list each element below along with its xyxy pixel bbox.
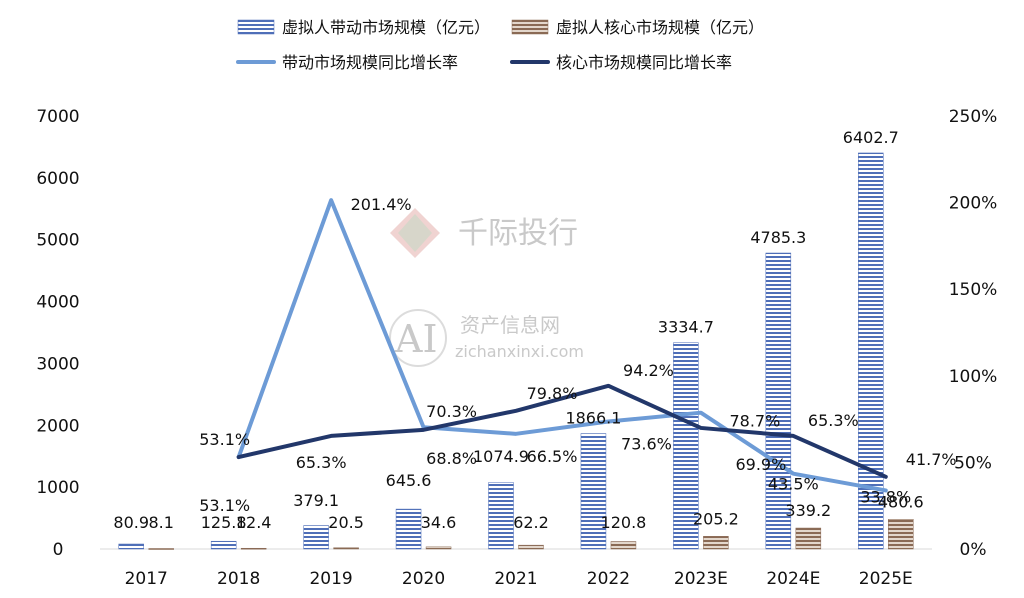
line-label-core-growth: 79.8% <box>527 384 578 403</box>
bar-core <box>425 546 452 550</box>
y-left-tick-label: 0 <box>53 540 64 560</box>
legend-swatch-bar <box>237 19 275 35</box>
line-label-driven-growth: 33.8% <box>860 487 911 506</box>
bar-driven <box>673 342 699 550</box>
bar-driven <box>765 252 792 550</box>
bar-core <box>888 519 914 550</box>
watermark-logo-text: AI <box>394 317 437 361</box>
line-label-driven-growth: 201.4% <box>351 195 412 214</box>
bar-label-core: 34.6 <box>421 513 457 532</box>
bar-label-core: 12.4 <box>236 513 272 532</box>
line-label-core-growth: 41.7% <box>906 450 957 469</box>
x-tick-label: 2021 <box>494 569 537 589</box>
bar-driven <box>858 152 884 550</box>
series-line-driven-growth <box>236 198 888 493</box>
bar-label-driven: 6402.7 <box>843 128 899 147</box>
line-label-core-growth: 69.9% <box>735 455 786 474</box>
site-logo-icon <box>389 309 447 367</box>
bar-label-driven: 80.9 <box>113 513 149 532</box>
y-right-tick-label: 0% <box>960 540 987 560</box>
legend-label: 虚拟人带动市场规模（亿元） <box>282 18 490 37</box>
line-label-driven-growth: 53.1% <box>199 496 250 515</box>
data-labels: 80.9 125.8 379.1 645.6 1074.9 1866.1 3334.7 478… <box>113 128 956 532</box>
bar-driven <box>580 433 607 550</box>
y-left-tick-label: 3000 <box>36 354 79 374</box>
bar-driven <box>488 482 514 550</box>
line-label-driven-growth: 78.7% <box>729 412 780 431</box>
legend-swatch-bar <box>511 19 549 35</box>
watermark-site-name: 资产信息网 <box>460 313 560 337</box>
x-tick-label: 2019 <box>309 569 352 589</box>
line-label-driven-growth: 66.5% <box>527 447 578 466</box>
line-label-core-growth: 68.8% <box>426 449 477 468</box>
y-left-tick-label: 4000 <box>36 293 79 313</box>
bar-core <box>240 547 267 550</box>
x-tick-label: 2017 <box>125 569 168 589</box>
legend-label: 虚拟人核心市场规模（亿元） <box>556 18 764 37</box>
line-label-driven-growth: 73.6% <box>621 435 672 454</box>
y-left-tick-label: 7000 <box>36 107 79 127</box>
bar-label-driven: 125.8 <box>201 513 247 532</box>
y-left-tick-label: 2000 <box>36 416 79 436</box>
y-right-tick-label: 200% <box>949 194 998 214</box>
bar-label-driven: 3334.7 <box>658 318 714 337</box>
bar-label-core: 205.2 <box>693 509 739 528</box>
watermark-site-url: zichanxinxi.com <box>455 342 584 361</box>
line-label-core-growth: 65.3% <box>808 411 859 430</box>
line-label-core-growth: 53.1% <box>199 430 250 449</box>
bar-label-driven: 1074.9 <box>473 447 529 466</box>
x-tick-label: 2020 <box>402 569 445 589</box>
watermark-site: AI 资产信息网 zichanxinxi.com <box>389 309 584 367</box>
bar-driven <box>118 543 144 550</box>
bar-driven <box>303 525 329 550</box>
bar-label-core: 480.6 <box>878 492 924 511</box>
bar-label-driven: 645.6 <box>386 471 432 490</box>
legend: 虚拟人带动市场规模（亿元） 虚拟人核心市场规模（亿元） 带动市场规模同比增长率 核心市… <box>236 18 764 72</box>
bar-label-driven: 379.1 <box>293 491 339 510</box>
y-left-tick-label: 6000 <box>36 169 79 189</box>
x-tick-label: 2024E <box>766 569 820 589</box>
bar-core <box>518 544 544 550</box>
bar-driven <box>210 540 237 550</box>
x-tick-label: 2022 <box>587 569 630 589</box>
bar-core <box>333 547 359 550</box>
y-left-tick-label: 1000 <box>36 478 79 498</box>
bar-label-core: 339.2 <box>785 501 831 520</box>
bar-label-core: 8.1 <box>148 513 173 532</box>
axes: 0 1000 2000 3000 4000 5000 6000 7000 0% 50% 100% 15… <box>36 107 997 589</box>
bar-label-core: 62.2 <box>513 513 549 532</box>
line-label-core-growth: 65.3% <box>296 453 347 472</box>
y-right-tick-label: 150% <box>949 280 998 300</box>
bar-core <box>703 536 729 550</box>
y-left-tick-label: 5000 <box>36 231 79 251</box>
bar-label-driven: 1866.1 <box>565 409 621 428</box>
bar-driven <box>395 508 422 550</box>
bar-label-core: 120.8 <box>601 513 647 532</box>
bar-label-driven: 4785.3 <box>750 228 806 247</box>
line-label-driven-growth: 43.5% <box>768 475 819 494</box>
line-label-core-growth: 94.2% <box>623 361 674 380</box>
y-right-tick-label: 250% <box>949 107 998 127</box>
x-tick-label: 2025E <box>859 569 913 589</box>
legend-label: 带动市场规模同比增长率 <box>282 53 458 72</box>
watermark-brand-text: 千际投行 <box>458 216 578 251</box>
bar-core <box>795 527 822 550</box>
legend-label: 核心市场规模同比增长率 <box>556 53 732 72</box>
y-right-tick-label: 50% <box>954 453 992 473</box>
bar-core <box>610 541 637 550</box>
lines <box>236 198 888 493</box>
bars <box>118 152 914 550</box>
bar-core <box>148 548 174 550</box>
x-tick-label: 2023E <box>674 569 728 589</box>
watermark-brand: 千际投行 <box>390 208 578 258</box>
series-line-core-growth <box>236 383 888 479</box>
x-tick-label: 2018 <box>217 569 260 589</box>
line-label-driven-growth: 70.3% <box>426 402 477 421</box>
y-right-tick-label: 100% <box>949 367 998 387</box>
bar-label-core: 20.5 <box>328 513 364 532</box>
